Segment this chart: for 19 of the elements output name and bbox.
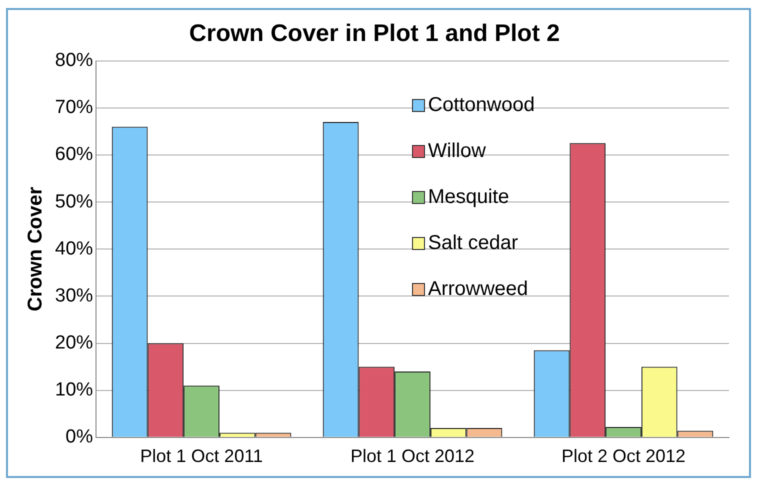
x-tick-label: Plot 1 Oct 2012 xyxy=(350,446,475,466)
y-tick-label: 20% xyxy=(54,332,94,354)
x-tick-label: Plot 2 Oct 2012 xyxy=(561,446,686,466)
legend-label: Willow xyxy=(428,140,486,162)
y-tick-label: 30% xyxy=(54,285,94,306)
legend-label: Salt cedar xyxy=(428,232,518,254)
legend-label: Cottonwood xyxy=(428,94,535,116)
y-axis-title: Crown Cover xyxy=(24,186,47,312)
x-tick-label: Plot 1 Oct 2011 xyxy=(140,446,263,466)
legend-label: Arrowweed xyxy=(428,278,528,300)
y-tick-label: 0% xyxy=(66,426,94,448)
y-tick-label: 10% xyxy=(54,380,94,401)
y-tick-label: 70% xyxy=(54,97,94,118)
y-tick-label: 60% xyxy=(54,144,94,166)
y-tick-label: 40% xyxy=(54,238,94,260)
y-tick-label: 50% xyxy=(54,191,94,212)
legend-label: Mesquite xyxy=(428,186,510,208)
chart-title: Crown Cover in Plot 1 and Plot 2 xyxy=(189,20,560,48)
y-tick-label: 80% xyxy=(54,50,94,72)
